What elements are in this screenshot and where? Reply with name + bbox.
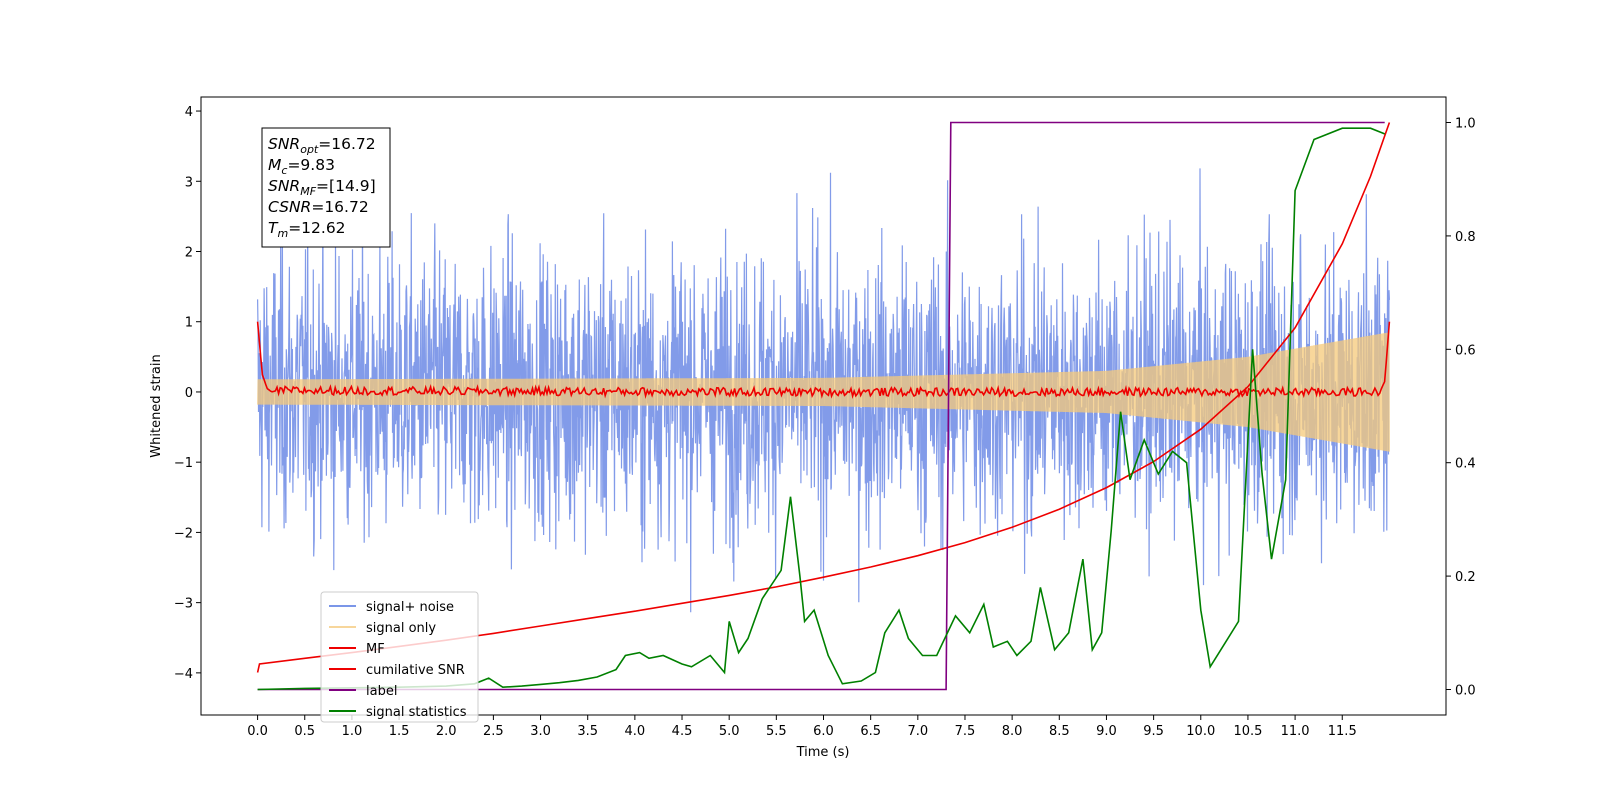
annotation-line: Tm=12.62: [268, 219, 346, 240]
y2-tick-label: 0.6: [1455, 343, 1476, 358]
y2-tick-label: 0.4: [1455, 457, 1476, 472]
annotation-symbol: SNR: [268, 135, 300, 153]
series-signal-only: [257, 332, 1390, 452]
y-tick-label: 1: [185, 316, 193, 331]
legend-label: label: [366, 684, 397, 699]
y-axis-right: 1.0 0.8 0.6 0.4 0.2 0.0: [1446, 117, 1476, 698]
legend: signal+ noise signal only MF cumilative SNR…: [320, 591, 479, 723]
x-tick-label: 2.0: [436, 724, 457, 739]
x-tick-label: 6.5: [860, 724, 881, 739]
y-tick-label: −2: [174, 526, 193, 541]
x-tick-label: 1.5: [389, 724, 410, 739]
x-tick-label: 6.0: [813, 724, 834, 739]
annotation-symbol: SNR: [268, 177, 300, 195]
y-tick-label: −4: [174, 667, 193, 682]
legend-label: signal+ noise: [366, 600, 454, 615]
x-tick-label: 1.0: [342, 724, 363, 739]
y-tick-label: −1: [174, 456, 193, 471]
label-line: [257, 121, 1385, 691]
x-tick-label: 5.0: [719, 724, 740, 739]
x-tick-label: 9.0: [1096, 724, 1117, 739]
annotation-value: =12.62: [288, 219, 345, 237]
annotation-line: CSNR=16.72: [268, 198, 369, 216]
annotation-subscript: m: [277, 227, 288, 240]
x-tick-label: 9.5: [1143, 724, 1164, 739]
x-axis: 0.0 0.5 1.0 1.5 2.0 2.5 3.0 3.5 4.0 4.5 5.0 5.5 6.0 6…: [247, 715, 1357, 739]
annotation-subscript: opt: [300, 143, 319, 156]
y2-tick-label: 0.2: [1455, 570, 1476, 585]
annotation-line: SNRMF=[14.9]: [268, 177, 376, 198]
annotation-value: =9.83: [287, 156, 335, 174]
x-tick-label: 10.5: [1233, 724, 1262, 739]
annotation-subscript: MF: [300, 185, 316, 198]
annotation-value: =[14.9]: [316, 177, 376, 195]
annotation-frame: [261, 127, 391, 248]
y2-tick-label: 0.0: [1455, 683, 1476, 698]
x-tick-label: 8.5: [1049, 724, 1070, 739]
signal-only-line: [257, 332, 1390, 452]
legend-label: signal only: [366, 621, 436, 636]
signal-statistics-line: [257, 127, 1385, 691]
series-signal-statistics: [257, 127, 1385, 691]
annotation-value: =16.72: [311, 198, 368, 216]
x-axis-title: Time (s): [796, 745, 850, 760]
x-tick-label: 7.5: [955, 724, 976, 739]
series-mf: [256, 321, 1391, 400]
annotation-value: =16.72: [318, 135, 375, 153]
y2-tick-label: 1.0: [1455, 117, 1476, 132]
legend-label: MF: [366, 642, 385, 657]
legend-label: signal statistics: [366, 705, 467, 720]
y-tick-label: −3: [174, 597, 193, 612]
x-tick-label: 3.5: [577, 724, 598, 739]
y-tick-label: 4: [185, 105, 193, 120]
annotation-line: SNRopt=16.72: [268, 135, 376, 156]
x-tick-label: 7.0: [907, 724, 928, 739]
x-tick-label: 11.0: [1281, 724, 1310, 739]
x-tick-label: 0.0: [247, 724, 268, 739]
annotation-symbol: T: [268, 219, 279, 237]
mf-line: [256, 321, 1391, 400]
y-axis-title: Whitened strain: [149, 354, 164, 457]
x-tick-label: 8.0: [1002, 724, 1023, 739]
y-axis-left: 4 3 2 1 0 −1 −2 −3 −4: [174, 105, 201, 682]
x-tick-label: 5.5: [766, 724, 787, 739]
y-tick-label: 2: [185, 246, 193, 261]
x-tick-label: 11.5: [1328, 724, 1357, 739]
x-tick-label: 0.5: [294, 724, 315, 739]
x-tick-label: 3.0: [530, 724, 551, 739]
y2-tick-label: 0.8: [1455, 230, 1476, 245]
annotation-line: Mc=9.83: [268, 156, 335, 177]
x-tick-label: 2.5: [483, 724, 504, 739]
x-tick-label: 10.0: [1186, 724, 1215, 739]
legend-frame: [320, 591, 479, 723]
annotation-symbol: CSNR: [268, 198, 311, 216]
annotation-symbol: M: [268, 156, 281, 174]
legend-label: cumilative SNR: [366, 663, 465, 678]
x-tick-label: 4.0: [625, 724, 646, 739]
series-label: [257, 121, 1385, 691]
annotation-box: SNRopt=16.72Mc=9.83SNRMF=[14.9]CSNR=16.7…: [261, 127, 391, 248]
y-tick-label: 0: [185, 386, 193, 401]
annotation-subscript: c: [281, 164, 287, 177]
y-tick-label: 3: [185, 175, 193, 190]
x-tick-label: 4.5: [672, 724, 693, 739]
